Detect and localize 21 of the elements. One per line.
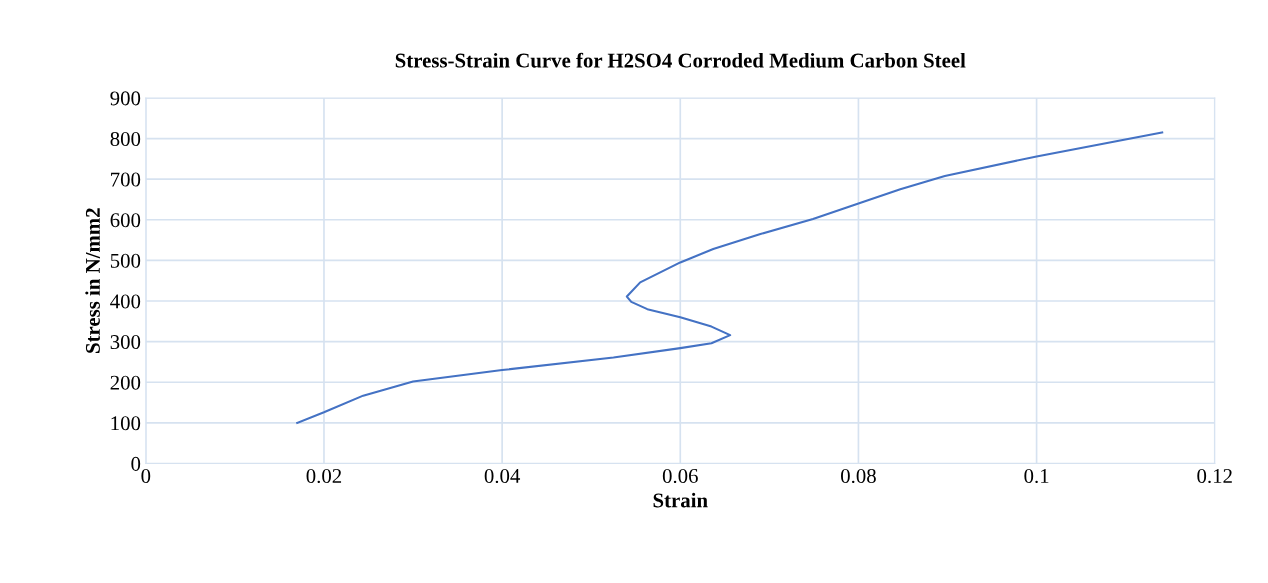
x-tick-label: 0 <box>141 468 151 484</box>
y-axis-title: Stress in N/mm2 <box>85 208 100 353</box>
y-tick-label: 800 <box>110 131 141 146</box>
x-tick-label: 0.1 <box>1024 468 1049 484</box>
x-tick-label: 0.08 <box>841 468 876 484</box>
y-tick-label: 500 <box>110 253 141 268</box>
y-tick-label: 400 <box>110 294 141 309</box>
x-tick-label: 0.06 <box>662 468 698 484</box>
y-tick-label: 0 <box>131 456 141 471</box>
x-tick-label: 0.04 <box>484 468 521 484</box>
x-tick-label: 0.02 <box>306 468 342 484</box>
y-tick-label: 700 <box>111 172 141 187</box>
x-axis-title: Strain <box>653 492 708 508</box>
y-tick-label: 900 <box>110 91 141 106</box>
line-series <box>296 131 1164 424</box>
chart-title: Stress-Strain Curve for H2SO4 Corroded Medium Carbon Steel <box>395 52 966 68</box>
y-tick-label: 300 <box>110 335 141 350</box>
y-tick-label: 200 <box>110 375 141 390</box>
y-tick-label: 600 <box>110 213 141 228</box>
x-tick-label: 0.12 <box>1197 468 1232 484</box>
y-tick-label: 100 <box>111 416 141 431</box>
